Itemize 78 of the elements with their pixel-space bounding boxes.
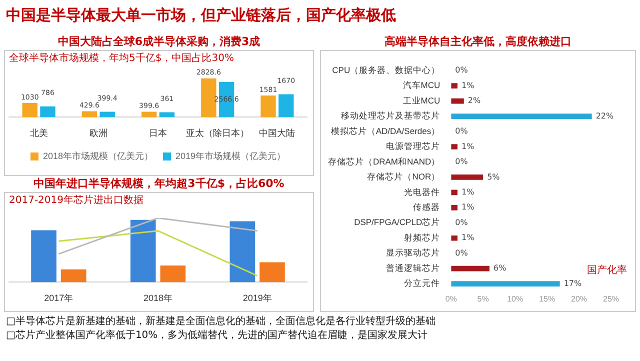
x-tick-label: 5% (477, 294, 489, 304)
annotation: 国产化率 (587, 264, 627, 277)
y-tick-label: 移动处理芯片及基带芯片 (341, 110, 440, 121)
data-label: 2% (468, 96, 481, 106)
y-tick-label: 分立元件 (404, 278, 440, 288)
data-label: 22% (596, 111, 614, 120)
data-label: 17% (564, 278, 582, 288)
bar (278, 94, 294, 118)
bar (60, 269, 86, 282)
x-tick-label: 亚太（除日本） (186, 128, 250, 138)
bar (40, 106, 56, 118)
x-tick-label: 日本 (149, 128, 167, 138)
y-tick-label: 普通逻辑芯片 (386, 262, 440, 273)
bar (451, 266, 490, 272)
chart-subtitle: 2017-2019年芯片进出口数据 (9, 194, 145, 206)
bar (160, 266, 186, 282)
legend-label: 2018年市场规模（亿美元） (42, 150, 154, 161)
x-tick-label: 2017年 (44, 293, 74, 304)
y-tick-label: DSP/FPGA/CPLD芯片 (354, 217, 440, 228)
x-tick-label: 20% (571, 294, 588, 304)
data-label: 1% (462, 188, 475, 197)
bar (31, 230, 56, 282)
text: 中国是半导体最大单一市场，但产业链落后，国产化率极低 (6, 6, 396, 25)
bar (260, 262, 285, 282)
text: □芯片产业整体国产化率低于10%，多为低端替代，先进的国产替代迫在眉睫，是国家发展大计 (6, 328, 428, 342)
x-tick-label: 2019年 (242, 293, 272, 304)
data-label: 0% (455, 248, 468, 258)
bar (451, 83, 458, 89)
bar (451, 144, 458, 150)
y-tick-label: 射频芯片 (404, 232, 440, 242)
data-label: 0% (455, 157, 468, 166)
x-tick-label: 欧洲 (89, 128, 108, 138)
data-label: 1% (462, 233, 475, 242)
bar (451, 98, 464, 104)
data-label: 6% (493, 264, 507, 273)
data-label: 1% (462, 202, 475, 212)
x-tick-label: 北美 (30, 128, 48, 138)
bar (451, 235, 458, 241)
y-tick-label: 传感器 (413, 202, 440, 212)
x-tick-label: 10% (507, 294, 524, 304)
data-label: 1% (462, 142, 475, 151)
chart-subtitle: 全球半导体市场规模，年均5千亿$，中国占比30% (9, 52, 235, 64)
bar (230, 221, 256, 282)
bar (451, 174, 484, 180)
y-tick-label: 显示驱动芯片 (386, 248, 440, 258)
x-tick-label: 0% (445, 294, 457, 304)
y-tick-label: 模拟芯片（AD/DA/Serdes） (330, 126, 440, 136)
bar (451, 204, 458, 210)
bar (201, 78, 216, 118)
data-label: 1% (462, 80, 475, 90)
legend-label: 2019年市场规模（亿美元） (176, 150, 286, 161)
bar (22, 103, 38, 118)
bar (451, 281, 560, 286)
y-tick-label: 存储芯片（NOR） (367, 172, 440, 182)
y-tick-label: 工业MCU (402, 95, 440, 106)
bar (451, 114, 592, 119)
y-tick-label: 汽车MCU (402, 80, 440, 90)
chart-title: 高端半导体自主化率低，高度依赖进口 (384, 34, 572, 50)
data-label: 0% (455, 66, 468, 75)
data-label: 5% (487, 172, 500, 182)
data-label: 0% (455, 218, 468, 227)
text: □半导体芯片是新基建的基础，新基建是全面信息化的基础，全面信息化是各行业转型升级的基础 (6, 314, 436, 328)
y-tick-label: 光电器件 (404, 186, 440, 197)
y-tick-label: 电源管理芯片 (386, 141, 440, 152)
bar (260, 95, 276, 118)
bar (130, 220, 156, 282)
x-tick-label: 2018年 (143, 293, 173, 304)
chart-title: 中国年进口半导体规模，年均超3千亿$，占比60% (32, 176, 286, 192)
y-tick-label: 存储芯片（DRAM和NAND） (328, 156, 440, 166)
bar (159, 112, 175, 118)
y-tick-label: CPU（服务器、数据中心） (332, 64, 440, 75)
x-tick-label: 中国大陆 (259, 128, 296, 138)
bar (100, 112, 115, 118)
x-tick-label: 15% (539, 294, 556, 304)
bar (82, 111, 98, 118)
chart-title: 中国大陆占全球6成半导体采购，消费3成 (56, 34, 262, 50)
x-tick-label: 25% (602, 294, 620, 304)
bar (141, 112, 157, 118)
